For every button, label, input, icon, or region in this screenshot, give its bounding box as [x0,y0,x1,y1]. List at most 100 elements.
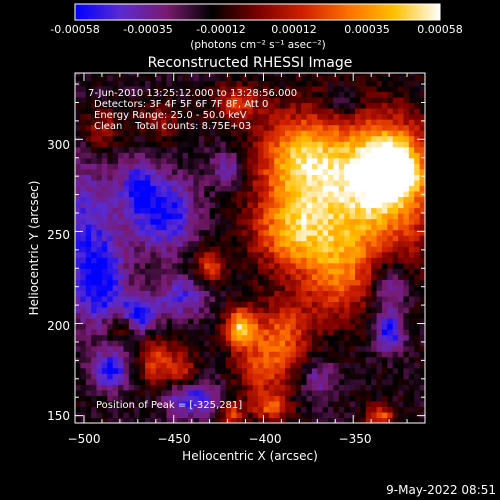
heatmap-cell [118,157,125,164]
heatmap-cell [311,389,318,396]
heatmap-cell [387,73,394,76]
heatmap-cell [328,80,335,87]
heatmap-cell [182,213,189,220]
heatmap-cell [215,295,221,303]
heatmap-cell [188,301,195,308]
heatmap-cell [328,367,335,374]
heatmap-cell [204,417,211,423]
heatmap-cell [344,152,351,159]
heatmap-cell [198,85,205,93]
heatmap-cell [80,334,87,341]
heatmap-cell [220,130,227,137]
heatmap-cell [155,251,162,258]
heatmap-cell [376,196,383,203]
heatmap-cell [301,102,308,109]
heatmap-cell [317,213,324,220]
heatmap-cell [215,378,221,385]
heatmap-cell [247,257,254,264]
heatmap-cell [161,119,168,126]
heatmap-cell [392,201,399,209]
heatmap-cell [317,406,324,413]
heatmap-cell [220,340,227,347]
heatmap-cell [311,312,318,319]
heatmap-cell [371,179,378,186]
heatmap-cell [279,301,286,308]
heatmap-cell [408,190,415,198]
heatmap-cell [403,130,410,137]
heatmap-cell [338,141,345,148]
heatmap-cell [295,102,302,109]
heatmap-cell [220,218,227,225]
heatmap-cell [360,367,367,374]
heatmap-cell [317,185,324,192]
heatmap-cell [376,395,383,402]
heatmap-cell [75,108,81,115]
heatmap-cell [285,301,291,308]
heatmap-cell [198,279,205,286]
heatmap-cell [171,85,178,93]
heatmap-cell [414,224,421,231]
heatmap-cell [301,400,308,408]
heatmap-cell [387,400,394,408]
heatmap-cell [268,185,275,192]
heatmap-cell [118,306,125,314]
heatmap-cell [419,146,425,153]
heatmap-cell [365,378,372,385]
heatmap-cell [225,152,232,159]
heatmap-cell [128,213,135,220]
heatmap-cell [263,196,270,203]
heatmap-cell [123,108,130,115]
heatmap-cell [274,91,281,98]
heatmap-cell [279,345,286,352]
heatmap-cell [75,135,81,142]
heatmap-cell [392,174,399,181]
heatmap-cell [198,102,205,109]
heatmap-cell [247,229,254,236]
heatmap-cell [112,262,119,269]
heatmap-cell [112,102,119,109]
heatmap-cell [91,102,98,109]
heatmap-cell [279,373,286,380]
heatmap-cell [317,351,324,358]
heatmap-cell [182,406,189,413]
heatmap-cell [204,411,211,419]
heatmap-cell [204,384,211,391]
heatmap-cell [155,351,162,358]
heatmap-cell [333,108,340,115]
heatmap-cell [403,213,410,220]
heatmap-cell [155,240,162,247]
heatmap-cell [188,85,195,93]
heatmap-cell [231,213,238,220]
heatmap-cell [80,157,87,164]
heatmap-cell [204,301,211,308]
heatmap-cell [290,301,297,308]
heatmap-cell [344,113,351,120]
heatmap-cell [285,351,291,358]
heatmap-cell [215,207,221,214]
heatmap-cell [150,196,157,203]
heatmap-cell [236,340,243,347]
heatmap-cell [85,85,92,93]
heatmap-cell [290,85,297,93]
heatmap-cell [322,229,329,236]
heatmap-cell [182,251,189,258]
heatmap-cell [220,207,227,214]
heatmap-cell [306,351,313,358]
heatmap-cell [161,329,168,336]
heatmap-cell [220,174,227,181]
heatmap-cell [360,295,367,303]
heatmap-cell [392,108,399,115]
heatmap-cell [252,345,259,352]
heatmap-cell [150,362,157,369]
heatmap-cell [355,157,361,164]
heatmap-cell [387,406,394,413]
heatmap-cell [414,207,421,214]
heatmap-cell [177,246,184,253]
heatmap-cell [252,141,259,148]
heatmap-cell [301,74,308,81]
heatmap-cell [252,318,259,325]
heatmap-cell [107,196,114,203]
heatmap-cell [241,279,248,286]
heatmap-cell [209,356,216,363]
heatmap-cell [150,411,157,419]
